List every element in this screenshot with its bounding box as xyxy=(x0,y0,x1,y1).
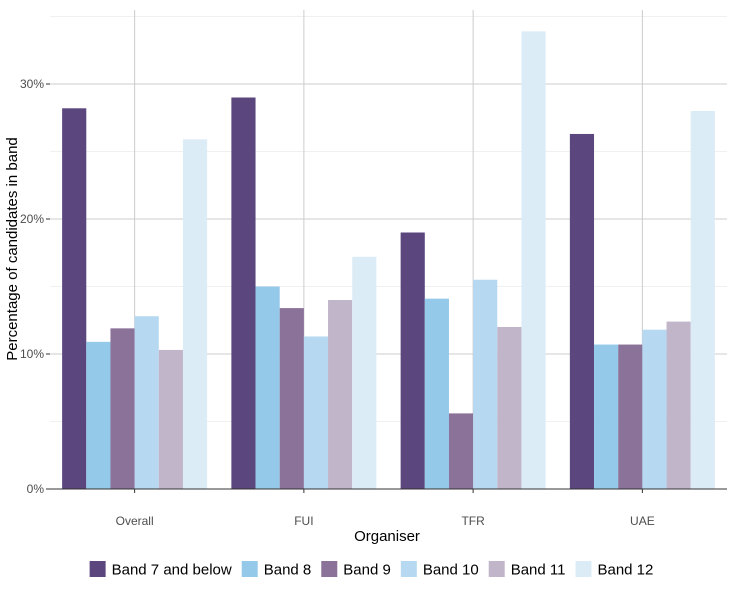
bar xyxy=(642,329,667,489)
x-tick-label: Overall xyxy=(116,514,154,528)
bar xyxy=(62,108,87,490)
bar xyxy=(521,31,546,489)
bar xyxy=(279,308,304,489)
y-tick-label: 0% xyxy=(27,482,45,496)
bar xyxy=(328,300,353,489)
bar xyxy=(352,256,377,489)
legend-label: Band 7 and below xyxy=(112,562,232,579)
legend-swatch xyxy=(321,561,338,577)
bar xyxy=(666,321,691,489)
legend-swatch xyxy=(575,561,592,577)
bar xyxy=(134,316,159,489)
bar xyxy=(255,286,280,489)
bar xyxy=(303,336,329,489)
x-tick-label: FUI xyxy=(294,514,313,528)
y-tick-label: 10% xyxy=(20,347,44,361)
legend-label: Band 12 xyxy=(597,562,653,579)
bars xyxy=(62,31,715,490)
legend-swatch xyxy=(89,561,106,577)
bar xyxy=(618,344,643,489)
bar xyxy=(497,327,522,489)
y-tick-label: 30% xyxy=(20,77,44,91)
bar xyxy=(690,111,715,489)
bar xyxy=(86,341,111,489)
axes: 0% 10% 20% 30% Overall FUI TFR UAE xyxy=(20,77,727,528)
y-axis-title: Percentage of candidates in band xyxy=(4,137,21,361)
legend-label: Band 8 xyxy=(264,562,312,579)
y-tick-label: 20% xyxy=(20,212,44,226)
bar xyxy=(231,97,256,489)
legend-swatch xyxy=(400,561,417,577)
bar xyxy=(448,413,474,489)
legend: Band 7 and below Band 8 Band 9 Band 10 Band … xyxy=(89,561,653,579)
x-tick-label: UAE xyxy=(630,514,655,528)
legend-label: Band 11 xyxy=(511,562,566,579)
bar xyxy=(182,139,208,489)
legend-label: Band 10 xyxy=(423,562,479,579)
legend-label: Band 9 xyxy=(343,562,391,579)
bar xyxy=(473,279,498,489)
bar xyxy=(424,298,449,489)
bar xyxy=(158,349,183,489)
x-tick-label: TFR xyxy=(461,514,485,528)
bar xyxy=(569,133,595,489)
bar xyxy=(400,232,425,489)
x-axis-title: Organiser xyxy=(354,528,420,545)
bar xyxy=(110,328,135,489)
legend-swatch xyxy=(241,561,258,577)
bar xyxy=(594,344,619,489)
legend-swatch xyxy=(488,561,505,577)
